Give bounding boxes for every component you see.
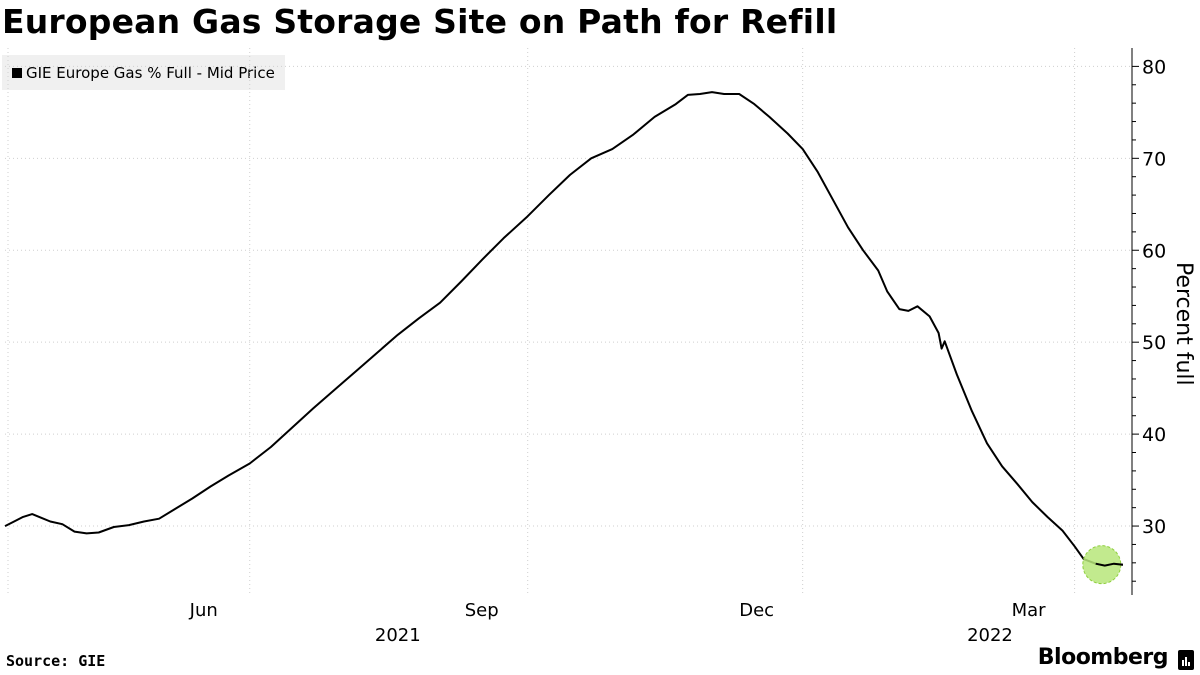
y-tick-label: 30 — [1142, 516, 1166, 538]
y-axis-title: Percent full — [1171, 262, 1196, 386]
x-tick-label: Mar — [1012, 600, 1047, 621]
y-tick-label: 40 — [1142, 424, 1166, 446]
x-tick-label: Dec — [739, 600, 774, 621]
brand-logo: Bloomberg — [1037, 645, 1169, 670]
legend-label: GIE Europe Gas % Full - Mid Price — [26, 63, 275, 82]
highlight-layer — [1082, 545, 1124, 585]
y-tick-label: 70 — [1142, 148, 1166, 170]
y-tick-label: 50 — [1142, 332, 1166, 354]
y-tick-label: 60 — [1142, 240, 1166, 262]
bloomberg-terminal-icon — [1178, 650, 1194, 670]
legend: GIE Europe Gas % Full - Mid Price — [2, 55, 285, 90]
series-line-highlight — [1095, 562, 1124, 567]
source-note: Source: GIE — [6, 652, 106, 670]
chart-title: European Gas Storage Site on Path for Re… — [2, 2, 838, 41]
axis-layer: 30 40 50 60 70 80 Percent full Jun Sep Dec Mar 2021… — [189, 48, 1196, 646]
x-year-label: 2021 — [375, 625, 421, 646]
series-layer — [4, 91, 1124, 567]
x-tick-label: Sep — [465, 600, 499, 621]
x-year-label: 2022 — [967, 625, 1013, 646]
grid-layer — [5, 48, 1132, 595]
y-tick-label: 80 — [1142, 56, 1166, 78]
legend-swatch — [12, 67, 22, 78]
x-tick-label: Jun — [189, 600, 218, 621]
series-line — [4, 91, 1124, 567]
